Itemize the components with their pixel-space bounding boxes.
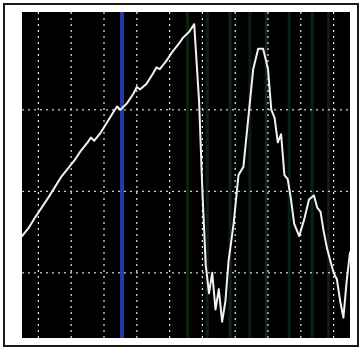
- background-stripe-0: [186, 12, 189, 338]
- background-stripe-4: [264, 12, 268, 338]
- background-stripe-1: [205, 12, 209, 338]
- background-stripe-5: [287, 12, 291, 338]
- plot-area: [22, 12, 350, 338]
- background-stripe-6: [310, 12, 314, 338]
- background-stripe-3: [248, 12, 252, 338]
- background-stripe-2: [228, 12, 232, 338]
- series-line-0: [22, 23, 350, 323]
- background-stripe-7: [327, 12, 331, 338]
